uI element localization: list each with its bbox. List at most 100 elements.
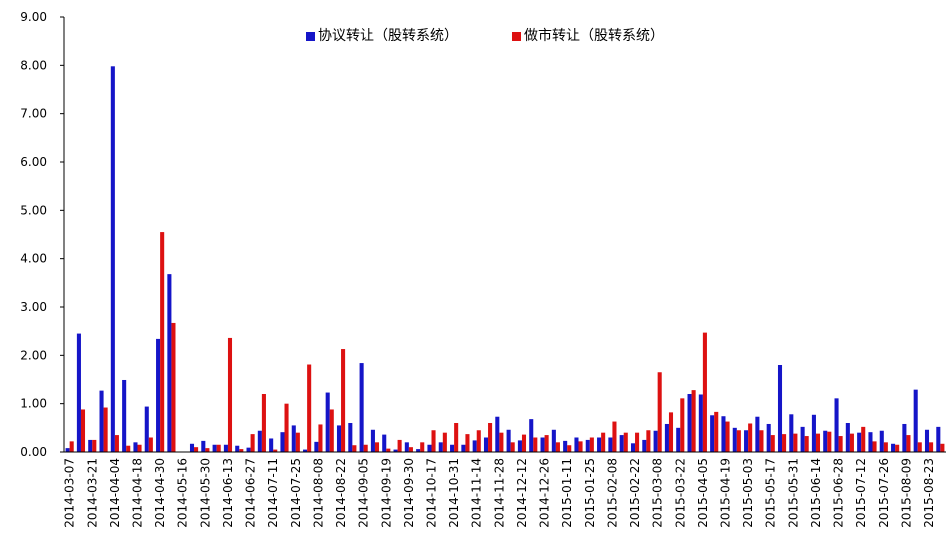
- bar-market-making-transfer: [216, 444, 221, 452]
- bar-agreement-transfer: [789, 414, 794, 452]
- bar-agreement-transfer: [936, 426, 941, 452]
- bar-market-making-transfer: [114, 435, 119, 452]
- bar-market-making-transfer: [69, 441, 74, 452]
- x-tick-label: 2014-05-30: [198, 458, 212, 528]
- bar-agreement-transfer: [597, 437, 602, 452]
- bar-agreement-transfer: [65, 448, 70, 452]
- bar-market-making-transfer: [363, 444, 368, 452]
- bar-market-making-transfer: [544, 435, 549, 452]
- bar-agreement-transfer: [189, 443, 195, 452]
- x-tick-label: 2015-01-11: [560, 458, 574, 528]
- bar-market-making-transfer: [318, 424, 323, 452]
- bar-market-making-transfer: [804, 436, 809, 452]
- bar-agreement-transfer: [427, 444, 432, 452]
- bar-market-making-transfer: [623, 432, 628, 452]
- bar-market-making-transfer: [273, 449, 278, 452]
- x-tick-label: 2014-03-07: [63, 458, 77, 528]
- bar-agreement-transfer: [879, 430, 884, 452]
- x-tick-label: 2014-08-08: [311, 458, 325, 528]
- bar-market-making-transfer: [691, 390, 696, 452]
- bar-agreement-transfer: [212, 444, 217, 452]
- x-tick-label: 2014-12-12: [515, 458, 529, 528]
- bar-market-making-transfer: [748, 423, 753, 452]
- bar-agreement-transfer: [438, 442, 443, 452]
- bar-agreement-transfer: [246, 447, 251, 452]
- bar-market-making-transfer: [442, 432, 447, 452]
- y-tick-label: 6.00: [20, 155, 47, 169]
- x-tick-label: 2015-05-17: [764, 458, 778, 528]
- bar-agreement-transfer: [630, 443, 636, 452]
- bar-agreement-transfer: [868, 432, 873, 452]
- chart-axes: [63, 17, 946, 453]
- x-tick-label: 2015-08-09: [899, 458, 913, 528]
- bar-market-making-transfer: [895, 444, 900, 452]
- bar-market-making-transfer: [657, 372, 662, 452]
- bar-market-making-transfer: [194, 447, 199, 452]
- bar-agreement-transfer: [269, 438, 274, 452]
- bar-market-making-transfer: [770, 435, 775, 452]
- x-tick-label: 2014-05-16: [176, 458, 190, 528]
- bar-market-making-transfer: [578, 441, 583, 452]
- bar-market-making-transfer: [454, 423, 459, 452]
- bar-agreement-transfer: [517, 440, 522, 452]
- bar-agreement-transfer: [495, 416, 500, 452]
- bar-market-making-transfer: [736, 430, 741, 452]
- bar-market-making-transfer: [250, 434, 255, 452]
- x-tick-label: 2015-08-23: [922, 458, 936, 528]
- x-tick-label: 2015-06-28: [832, 458, 846, 528]
- bar-agreement-transfer: [382, 434, 387, 452]
- bar-agreement-transfer: [619, 435, 624, 452]
- bar-market-making-transfer: [849, 433, 854, 452]
- bar-agreement-transfer: [483, 437, 489, 452]
- bar-market-making-transfer: [510, 442, 515, 452]
- x-tick-label: 2015-04-19: [719, 458, 733, 528]
- bar-series: [65, 66, 945, 453]
- bar-agreement-transfer: [506, 429, 511, 452]
- bar-agreement-transfer: [167, 274, 172, 452]
- x-tick-label: 2014-03-21: [85, 458, 99, 528]
- bar-market-making-transfer: [567, 445, 572, 452]
- x-tick-label: 2014-06-27: [244, 458, 258, 528]
- y-tick-label: 8.00: [20, 58, 47, 72]
- x-tick-label: 2014-11-28: [492, 458, 506, 528]
- bar-agreement-transfer: [766, 423, 771, 452]
- y-tick-label: 2.00: [20, 348, 47, 362]
- bar-market-making-transfer: [205, 448, 210, 452]
- bar-market-making-transfer: [295, 432, 300, 452]
- bar-market-making-transfer: [408, 447, 413, 452]
- legend-label-market-making-transfer: 做市转让（股转系统）: [524, 27, 664, 44]
- bar-agreement-transfer: [450, 444, 455, 452]
- bar-agreement-transfer: [721, 416, 726, 452]
- y-tick-label: 5.00: [20, 203, 47, 217]
- bar-market-making-transfer: [476, 430, 481, 452]
- bar-agreement-transfer: [913, 389, 918, 452]
- x-tick-label: 2014-06-13: [221, 458, 235, 528]
- bar-agreement-transfer: [257, 430, 262, 452]
- bar-market-making-transfer: [465, 434, 470, 452]
- x-tick-label: 2014-04-30: [153, 458, 167, 528]
- x-tick-label: 2015-05-31: [786, 458, 800, 528]
- bar-agreement-transfer: [823, 430, 828, 452]
- bar-market-making-transfer: [499, 432, 504, 452]
- bar-agreement-transfer: [574, 437, 579, 452]
- x-tick-label: 2014-10-31: [447, 458, 461, 528]
- bar-market-making-transfer: [680, 398, 685, 452]
- bar-agreement-transfer: [235, 445, 240, 452]
- bar-market-making-transfer: [612, 421, 617, 452]
- bar-market-making-transfer: [397, 439, 402, 452]
- bar-market-making-transfer: [940, 443, 945, 452]
- bar-agreement-transfer: [88, 439, 93, 452]
- x-tick-label: 2015-02-08: [605, 458, 619, 528]
- bar-agreement-transfer: [201, 440, 206, 452]
- bar-agreement-transfer: [314, 441, 319, 452]
- bar-agreement-transfer: [291, 425, 296, 452]
- chart-legend: 协议转让（股转系统） 做市转让（股转系统）: [306, 27, 664, 44]
- bar-agreement-transfer: [811, 414, 816, 452]
- bar-market-making-transfer: [239, 449, 244, 452]
- bar-market-making-transfer: [307, 364, 312, 452]
- bar-market-making-transfer: [261, 394, 266, 452]
- y-tick-label: 7.00: [20, 107, 47, 121]
- bar-agreement-transfer: [676, 427, 681, 452]
- x-tick-label: 2014-09-19: [379, 458, 393, 528]
- bar-market-making-transfer: [521, 434, 527, 452]
